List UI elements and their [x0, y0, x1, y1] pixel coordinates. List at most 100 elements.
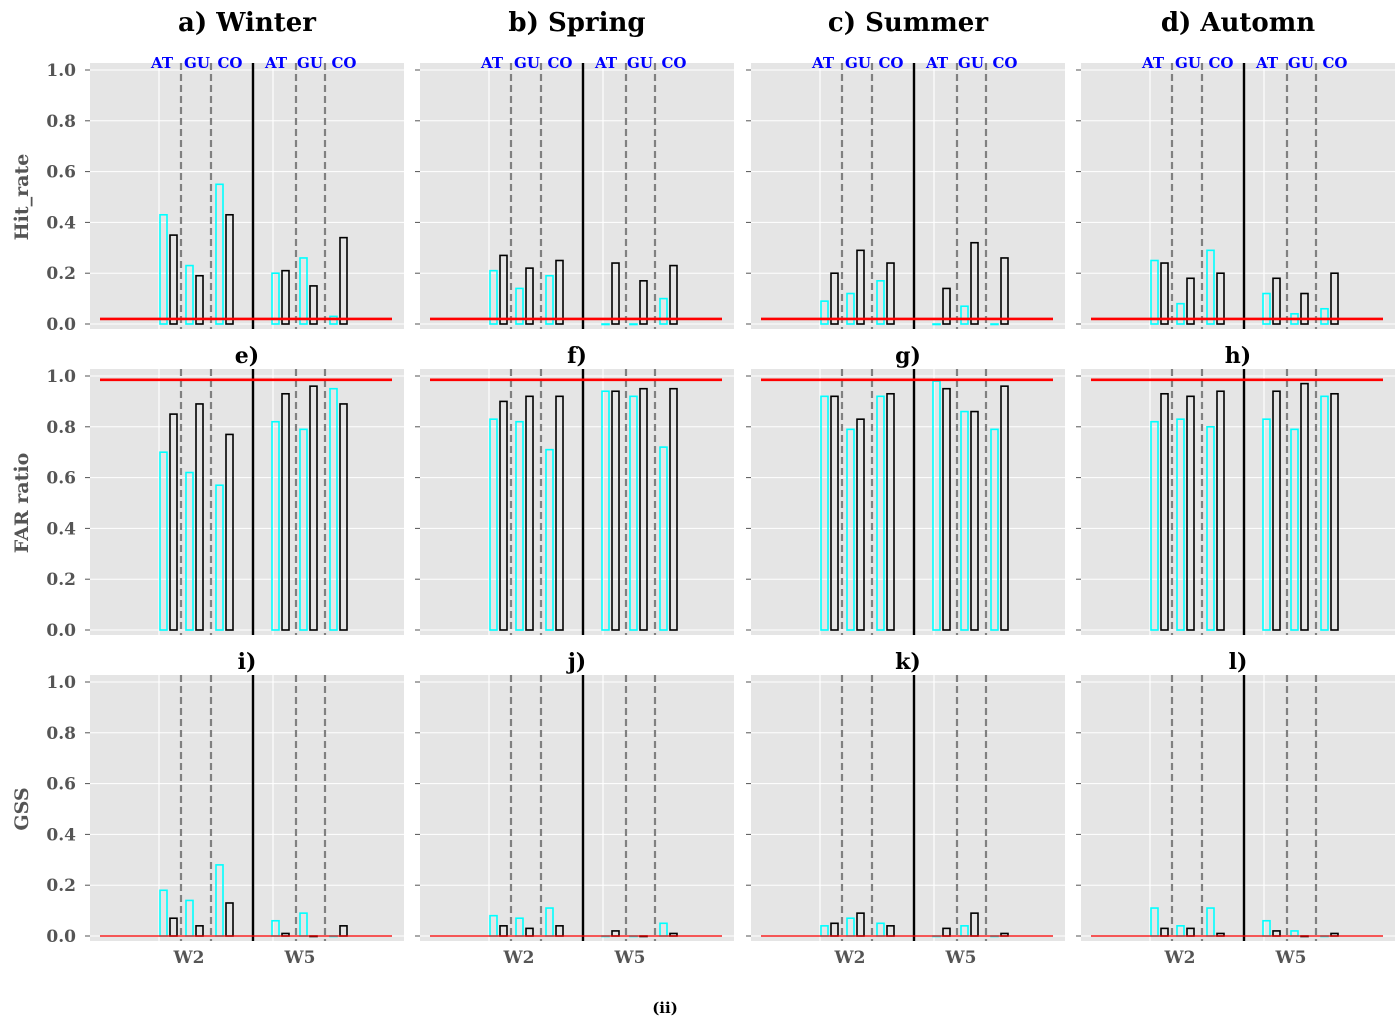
- bar-series-a-r1c0-3: [271, 420, 280, 631]
- bar-series-b-r0c0-4: [309, 285, 318, 325]
- panel-background-r2c0: [90, 675, 404, 941]
- y-tick-label-r1c0-1: 0.2: [46, 570, 76, 590]
- panel-background-r1c0: [90, 369, 404, 635]
- bar-series-b-r1c3-2: [1216, 390, 1225, 631]
- bar-series-b-r0c0-1: [195, 274, 204, 325]
- bar-series-a-r1c1-5: [659, 446, 668, 631]
- panel-background-r1c2: [751, 369, 1065, 635]
- group-label-r0c0-4: GU: [297, 54, 323, 72]
- bar-series-a-r1c3-5: [1320, 395, 1329, 631]
- bar-series-b-r0c3-1: [1186, 277, 1195, 325]
- bar-series-b-r1c1-2: [555, 395, 564, 631]
- group-label-r0c0-2: CO: [217, 54, 242, 72]
- y-tick-label-r1c0-5: 1.0: [46, 367, 76, 387]
- bar-series-b-r0c3-5: [1330, 272, 1339, 325]
- y-tick-label-r0c0-4: 0.8: [46, 112, 76, 132]
- bar-series-b-r1c1-4: [639, 387, 648, 631]
- bar-series-b-r1c2-0: [830, 395, 839, 631]
- group-label-r0c1-1: GU: [514, 54, 540, 72]
- row-label-2: GSS: [11, 787, 33, 830]
- bar-series-b-r0c3-2: [1216, 272, 1225, 325]
- panel-title-r2c3: l): [1229, 649, 1248, 675]
- group-label-r0c2-4: GU: [958, 54, 984, 72]
- y-tick-label-r2c0-4: 0.8: [46, 724, 76, 744]
- group-label-r0c0-1: GU: [184, 54, 210, 72]
- row-label-0: Hit_rate: [11, 154, 33, 241]
- panel-title-r2c0: i): [238, 649, 257, 675]
- bar-series-a-r1c2-2: [876, 395, 885, 631]
- bar-series-b-r1c0-0: [169, 413, 178, 631]
- bar-series-b-r1c2-2: [886, 392, 895, 631]
- panel-title-r1c3: h): [1225, 343, 1251, 369]
- panel-title-r2c1: j): [566, 649, 586, 675]
- y-tick-label-r0c0-3: 0.6: [46, 163, 76, 183]
- group-label-r0c1-4: GU: [627, 54, 653, 72]
- y-tick-label-r0c0-5: 1.0: [46, 61, 76, 81]
- bar-series-b-r0c3-4: [1300, 292, 1309, 325]
- figure-caption: (ii): [652, 999, 678, 1017]
- group-label-r0c2-1: GU: [845, 54, 871, 72]
- bar-series-b-r1c0-5: [339, 403, 348, 631]
- x-category-label-r2c2-0: W2: [834, 948, 866, 968]
- bar-series-b-r0c2-3: [942, 287, 951, 325]
- bar-series-a-r0c1-2: [545, 274, 554, 325]
- bar-series-b-r0c1-5: [669, 264, 678, 325]
- group-label-r0c1-2: CO: [547, 54, 572, 72]
- bar-series-b-r0c3-0: [1160, 262, 1169, 325]
- panel-title-r2c2: k): [895, 649, 921, 675]
- y-tick-label-r0c0-1: 0.2: [46, 264, 76, 284]
- bar-series-b-r0c1-2: [555, 259, 564, 325]
- group-label-r0c3-0: AT: [1141, 54, 1165, 72]
- bar-series-b-r1c3-4: [1300, 382, 1309, 631]
- y-tick-label-r2c0-5: 1.0: [46, 673, 76, 693]
- bar-series-a-r0c2-3: [932, 323, 941, 326]
- bar-series-a-r1c3-0: [1150, 420, 1159, 631]
- bar-series-b-r0c3-3: [1272, 277, 1281, 325]
- bar-series-b-r0c1-3: [611, 262, 620, 325]
- bar-series-b-r1c0-1: [195, 403, 204, 631]
- bar-series-a-r0c3-1: [1176, 302, 1185, 325]
- bar-series-a-r1c2-4: [960, 410, 969, 631]
- bar-series-a-r0c0-0: [159, 213, 168, 325]
- bar-series-b-r1c1-5: [669, 387, 678, 631]
- bar-series-b-r1c3-5: [1330, 392, 1339, 631]
- y-tick-label-r1c0-2: 0.4: [46, 519, 76, 539]
- group-label-r0c3-1: GU: [1175, 54, 1201, 72]
- bar-series-b-r0c1-4: [639, 280, 648, 325]
- bar-series-a-r1c3-3: [1262, 418, 1271, 631]
- bar-series-a-r1c3-1: [1176, 418, 1185, 631]
- group-label-r0c3-5: CO: [1322, 54, 1347, 72]
- bar-series-a-r1c0-2: [215, 484, 224, 631]
- y-tick-label-r2c0-3: 0.6: [46, 775, 76, 795]
- group-label-r0c2-2: CO: [878, 54, 903, 72]
- group-label-r0c3-4: GU: [1288, 54, 1314, 72]
- bar-series-b-r0c0-5: [339, 236, 348, 325]
- group-label-r0c2-5: CO: [992, 54, 1017, 72]
- bar-series-b-r1c2-4: [970, 410, 979, 631]
- bar-series-a-r1c0-0: [159, 451, 168, 631]
- group-label-r0c2-3: AT: [925, 54, 949, 72]
- bar-series-a-r0c2-1: [846, 292, 855, 325]
- panel-background-r2c3: [1081, 675, 1395, 941]
- group-label-r0c2-0: AT: [811, 54, 835, 72]
- x-category-label-r2c3-0: W2: [1164, 948, 1196, 968]
- bar-series-b-r1c2-3: [942, 387, 951, 631]
- x-category-label-r2c3-1: W5: [1275, 948, 1307, 968]
- row-label-1: FAR ratio: [11, 453, 33, 554]
- bar-series-a-r1c1-3: [601, 390, 610, 631]
- bar-series-b-r1c2-1: [856, 418, 865, 631]
- x-category-label-r2c1-0: W2: [503, 948, 535, 968]
- bar-series-b-r0c1-0: [499, 254, 508, 325]
- x-category-label-r2c0-1: W5: [284, 948, 316, 968]
- bar-series-b-r1c3-1: [1186, 395, 1195, 631]
- panel-title-r0c3: d) Automn: [1161, 8, 1315, 38]
- bar-series-a-r0c0-3: [271, 272, 280, 325]
- group-label-r0c0-3: AT: [264, 54, 288, 72]
- bar-series-a-r0c3-5: [1320, 307, 1329, 325]
- bar-series-a-r1c0-5: [329, 387, 338, 631]
- bar-series-b-r0c2-4: [970, 241, 979, 325]
- bar-series-a-r0c3-3: [1262, 292, 1271, 325]
- group-label-r0c1-5: CO: [661, 54, 686, 72]
- bar-series-b-r0c2-0: [830, 272, 839, 325]
